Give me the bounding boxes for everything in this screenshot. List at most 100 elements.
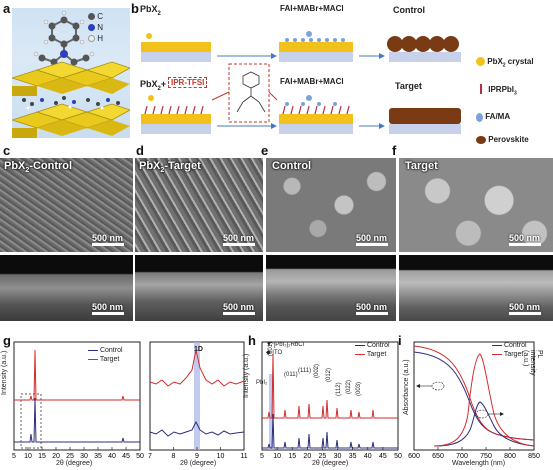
panel-label-c: c: [3, 143, 11, 158]
legend-pbx2: PbX2 crystal: [476, 50, 534, 78]
h-marker-ito: ◆ ITO: [266, 350, 283, 356]
tick-label: 9: [195, 453, 199, 460]
i-legend-target-swatch: [492, 353, 502, 355]
h-legend-target-swatch: [355, 353, 365, 355]
i-pl-control: [433, 401, 535, 447]
tick-label: 10: [273, 453, 281, 460]
h-peak-022: (022): [346, 379, 352, 394]
h-control-line: [262, 413, 398, 449]
pbx2-label: PbX2: [140, 4, 161, 17]
tick-label: 30: [334, 453, 342, 460]
h-legend-control: Control: [355, 341, 390, 350]
pbx2-ipr-sub: 2: [157, 85, 161, 92]
bottom-row: [141, 95, 461, 134]
tick-label: 750: [480, 453, 492, 460]
crystal-structure-figure: [10, 8, 131, 138]
scale-bar-f: [509, 243, 541, 246]
h-peak-011: (011): [284, 372, 298, 378]
tick-label: 5: [260, 453, 264, 460]
tick-label: 45: [379, 453, 387, 460]
g-right-xlabel: 2θ (degree): [180, 460, 217, 467]
tick-label: 850: [528, 453, 540, 460]
h-peak-003: (003): [356, 381, 362, 396]
tick-label: 800: [504, 453, 516, 460]
scale-label-f: 500 nm: [509, 233, 541, 243]
schematic-legend: PbX2 crystal IPRPbI3 FA/MA Perovskite: [476, 50, 534, 151]
i-abs-target: [413, 345, 535, 441]
tick-label: 7: [148, 453, 152, 460]
g-right-1d-label: 1D: [194, 346, 203, 353]
fabrication-schematic: [141, 31, 461, 134]
h-band: [269, 374, 273, 450]
nitrogen-dot-icon: [88, 24, 95, 32]
pbx2-ipr-plus: +: [160, 79, 167, 89]
organic-spacers: [22, 96, 120, 110]
i-legend-control-swatch: [492, 344, 502, 346]
g-right-target-line: [149, 349, 245, 387]
atom-legend-h: H: [88, 33, 103, 44]
pbx2-ipr-label: PbX2+: [140, 79, 166, 92]
panel-label-h: h: [248, 333, 256, 348]
scale-bar-e2: [356, 312, 388, 315]
i-abs-arrowhead: [416, 384, 420, 388]
tick-label: 15: [288, 453, 296, 460]
h-legend-control-swatch: [355, 344, 365, 346]
tick-label: 10: [217, 453, 225, 460]
tick-label: 10: [24, 453, 32, 460]
panel-label-g: g: [3, 333, 11, 348]
tick-label: 8: [172, 453, 176, 460]
scale-bar-e: [356, 243, 388, 246]
sem-c-title-text: PbX: [4, 160, 26, 172]
h-marker-rbcl: ▼ [PbI₂]₂RbCl: [266, 342, 304, 348]
scale-label-d: 500 nm: [223, 233, 255, 243]
tick-label: 35: [349, 453, 357, 460]
scale-label-e2: 500 nm: [356, 302, 388, 312]
legend-pbx2-after: crystal: [505, 57, 534, 66]
sem-c-title-after: -Control: [29, 160, 73, 172]
pbx2-crystal-icon: [476, 57, 485, 67]
legend-pbx2-sub: 2: [502, 62, 506, 69]
i-abs-control: [413, 351, 535, 441]
iprpbi3-icon: [480, 84, 482, 95]
panel-label-i: i: [398, 333, 402, 348]
tick-label: 50: [136, 453, 144, 460]
g-left-zoom-box: [20, 393, 42, 449]
sem-d-top: PbX2-Target 500 nm: [135, 158, 263, 252]
g-legend-target-text: Target: [99, 356, 120, 363]
h-target-line: [262, 353, 398, 419]
g-left-target-line: [14, 349, 140, 401]
g-legend: Control Target: [88, 346, 123, 364]
abs-pl-chart-i: 600 650 700 750 800 850: [408, 341, 540, 460]
ipr-molecule: [33, 10, 95, 66]
target-label: Target: [395, 81, 422, 91]
tick-label: 50: [394, 453, 402, 460]
tick-label: 600: [408, 453, 420, 460]
g-right-control-line: [149, 420, 245, 437]
panel-label-a: a: [3, 1, 11, 16]
sem-f-cross: 500 nm: [399, 255, 553, 321]
i-pl-target: [433, 353, 535, 447]
i-xlabel: Wavelength (nm): [452, 460, 506, 467]
h-peak-112: (112): [336, 382, 342, 396]
i-legend-control-text: Control: [503, 342, 527, 349]
sem-d-cross: 500 nm: [135, 255, 263, 321]
pbx2-ipr-prefix: PbX: [140, 79, 158, 89]
i-ticks: 600 650 700 750 800 850: [408, 447, 540, 460]
ipr-molecule-box: [228, 63, 270, 123]
ipr-molecule-sketch: [236, 71, 266, 113]
g-legend-target: Target: [88, 355, 123, 364]
g-right-ticks: 7 8 9 10 11: [148, 447, 248, 460]
tick-label: 700: [456, 453, 468, 460]
h-peak-001: (001): [268, 341, 274, 356]
g-left-ticks: 5 10 15 20 25 30 35 40 45 50: [12, 447, 144, 460]
scale-bar-f2: [509, 312, 541, 315]
atom-legend-c-label: C: [97, 12, 104, 21]
h-frame: [261, 341, 399, 451]
scale-label-f2: 500 nm: [509, 302, 541, 312]
precursor-label-bottom: FAI+MABr+MACl: [280, 77, 344, 86]
sem-e-top: Control 500 nm: [266, 158, 396, 252]
panel-label-b: b: [131, 1, 139, 16]
g-left-frame: [13, 341, 141, 451]
h-peak-111: (111): [298, 368, 312, 374]
i-pl-arrowhead: [500, 412, 504, 416]
